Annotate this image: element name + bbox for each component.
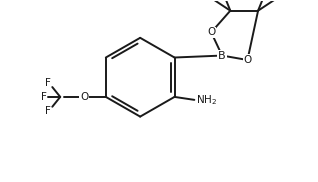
Text: O: O [80, 92, 88, 102]
Text: F: F [45, 78, 51, 88]
Text: F: F [45, 106, 51, 116]
Text: O: O [243, 55, 252, 65]
Text: NH$_2$: NH$_2$ [196, 93, 218, 107]
Text: O: O [207, 27, 215, 37]
Text: B: B [218, 51, 226, 61]
Text: F: F [41, 92, 47, 102]
